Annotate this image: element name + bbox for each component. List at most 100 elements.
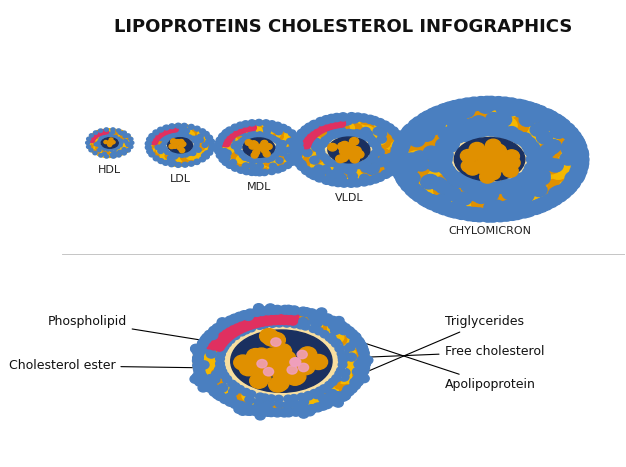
Circle shape: [193, 349, 204, 358]
Circle shape: [204, 371, 217, 382]
Circle shape: [328, 350, 338, 358]
Circle shape: [322, 122, 331, 129]
Circle shape: [125, 140, 130, 144]
Ellipse shape: [147, 125, 213, 166]
Circle shape: [202, 381, 213, 389]
Circle shape: [117, 154, 121, 157]
Circle shape: [247, 348, 265, 364]
Circle shape: [338, 361, 347, 368]
Circle shape: [108, 142, 111, 144]
Circle shape: [267, 161, 276, 169]
Circle shape: [104, 141, 108, 143]
Circle shape: [226, 134, 232, 140]
Circle shape: [225, 136, 231, 142]
Circle shape: [232, 165, 239, 171]
Circle shape: [476, 100, 498, 117]
Circle shape: [91, 140, 94, 142]
Circle shape: [299, 363, 309, 372]
Circle shape: [526, 104, 543, 117]
Circle shape: [127, 141, 133, 145]
Circle shape: [260, 133, 267, 138]
Circle shape: [123, 149, 128, 153]
Circle shape: [333, 178, 343, 187]
Circle shape: [220, 336, 230, 344]
Circle shape: [95, 132, 99, 135]
Circle shape: [480, 170, 495, 183]
Circle shape: [362, 159, 371, 166]
Circle shape: [197, 339, 208, 348]
Circle shape: [222, 159, 230, 165]
Circle shape: [168, 134, 173, 139]
Circle shape: [343, 348, 356, 358]
Circle shape: [122, 152, 126, 155]
Circle shape: [245, 134, 251, 139]
Circle shape: [180, 142, 186, 146]
Circle shape: [479, 199, 500, 217]
Circle shape: [172, 127, 180, 134]
Circle shape: [525, 163, 538, 174]
Circle shape: [309, 130, 322, 141]
Circle shape: [331, 326, 341, 334]
Circle shape: [224, 327, 233, 335]
Circle shape: [421, 124, 437, 137]
Circle shape: [297, 142, 305, 148]
Circle shape: [377, 138, 391, 148]
Circle shape: [282, 389, 292, 397]
Circle shape: [376, 123, 389, 133]
Circle shape: [99, 152, 105, 157]
Circle shape: [193, 134, 201, 140]
Circle shape: [303, 132, 311, 138]
Circle shape: [360, 161, 368, 168]
Circle shape: [380, 155, 389, 163]
Circle shape: [176, 124, 183, 130]
Circle shape: [411, 164, 433, 181]
Circle shape: [282, 320, 291, 327]
Circle shape: [110, 132, 115, 136]
Circle shape: [156, 144, 164, 150]
Circle shape: [357, 355, 367, 364]
Circle shape: [237, 131, 247, 139]
Circle shape: [198, 339, 208, 347]
Circle shape: [321, 172, 333, 182]
Circle shape: [267, 317, 275, 325]
Circle shape: [98, 129, 103, 132]
Circle shape: [394, 167, 410, 181]
Circle shape: [193, 365, 204, 373]
Circle shape: [284, 395, 292, 403]
Circle shape: [239, 129, 245, 135]
Circle shape: [386, 154, 395, 161]
Circle shape: [418, 150, 439, 168]
Circle shape: [226, 127, 233, 133]
Circle shape: [371, 120, 384, 130]
Circle shape: [441, 112, 457, 125]
Circle shape: [86, 137, 91, 141]
Circle shape: [194, 159, 200, 164]
Circle shape: [105, 130, 108, 133]
Circle shape: [344, 387, 354, 396]
Circle shape: [242, 326, 250, 334]
Circle shape: [461, 200, 482, 218]
Circle shape: [229, 156, 239, 164]
Circle shape: [208, 139, 214, 144]
Circle shape: [200, 152, 208, 158]
Circle shape: [435, 194, 451, 207]
Circle shape: [280, 133, 289, 141]
Circle shape: [222, 135, 228, 141]
Circle shape: [346, 343, 355, 351]
Circle shape: [480, 208, 496, 222]
Circle shape: [390, 153, 399, 160]
Circle shape: [287, 144, 297, 152]
Circle shape: [496, 104, 513, 117]
Circle shape: [492, 126, 506, 137]
Circle shape: [333, 120, 341, 127]
Circle shape: [290, 358, 301, 366]
Circle shape: [310, 126, 319, 132]
Circle shape: [213, 388, 223, 396]
Circle shape: [514, 115, 536, 132]
Circle shape: [228, 378, 242, 389]
Circle shape: [301, 323, 310, 330]
Circle shape: [310, 127, 323, 137]
Circle shape: [236, 144, 242, 149]
Circle shape: [200, 345, 210, 353]
Circle shape: [335, 387, 347, 397]
